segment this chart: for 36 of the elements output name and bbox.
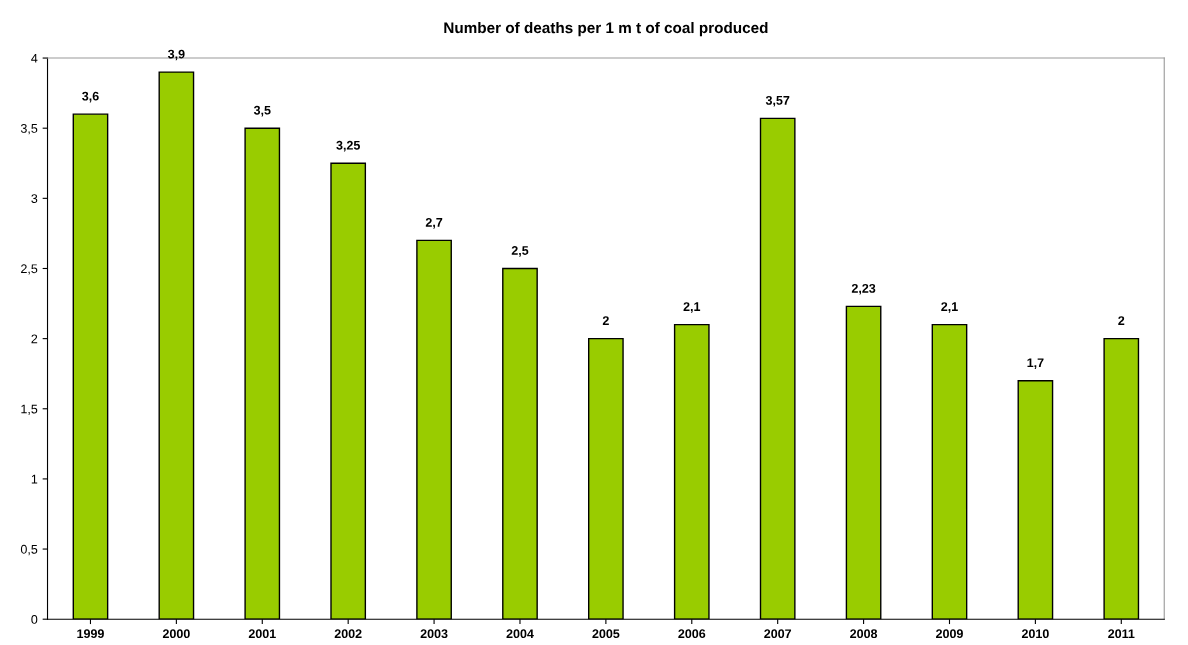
data-label: 3,5 — [253, 105, 271, 117]
y-tick-label: 2 — [31, 334, 38, 344]
x-tick-label: 2008 — [850, 629, 878, 639]
x-tick-label: 2004 — [506, 629, 534, 639]
data-label: 2,7 — [425, 217, 443, 229]
x-tick-label: 2009 — [936, 629, 963, 639]
data-label: 2,1 — [941, 302, 958, 313]
data-label: 2,1 — [683, 302, 701, 313]
x-tick-label: 2005 — [592, 629, 620, 639]
x-tick-label: 2007 — [764, 629, 792, 639]
data-label: 2 — [1118, 316, 1125, 325]
y-tick-label: 4 — [31, 53, 38, 63]
x-tick-label: 2010 — [1021, 629, 1049, 639]
data-label: 2,23 — [851, 283, 876, 295]
y-tick-label: 1 — [31, 474, 38, 484]
data-label: 3,9 — [167, 49, 185, 61]
data-label: 3,6 — [82, 91, 99, 103]
y-tick-label: 0,5 — [20, 544, 38, 556]
x-tick-label: 2011 — [1108, 629, 1135, 639]
data-label: 3,25 — [336, 140, 360, 152]
x-tick-label: 2003 — [420, 629, 448, 639]
data-label: 2 — [602, 316, 609, 325]
y-tick-label: 0 — [31, 615, 38, 624]
chart-title: Number of deaths per 1 m t of coal produced — [444, 21, 768, 37]
x-tick-label: 2006 — [678, 629, 706, 639]
y-tick-label: 3,5 — [20, 123, 38, 135]
data-label: 3,57 — [765, 95, 790, 107]
data-label: 2,5 — [511, 246, 529, 257]
data-label: 1,7 — [1027, 358, 1044, 369]
x-tick-label: 2001 — [248, 629, 276, 639]
x-tick-label: 2000 — [162, 629, 190, 639]
y-tick-label: 2,5 — [21, 264, 38, 275]
x-tick-label: 2002 — [334, 629, 362, 639]
x-tick-label: 1999 — [77, 629, 104, 639]
y-tick-label: 3 — [31, 194, 38, 203]
y-tick-label: 1,5 — [21, 404, 38, 415]
